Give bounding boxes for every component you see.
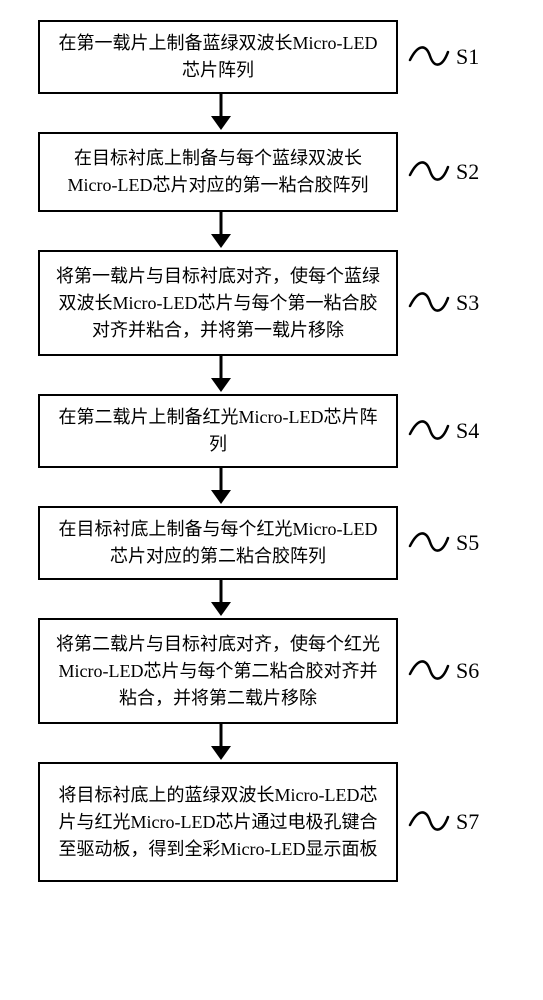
arrow-down-wrap — [0, 356, 543, 394]
step-box: 在第一载片上制备蓝绿双波长Micro-LED芯片阵列 — [38, 20, 398, 94]
step-box: 在目标衬底上制备与每个蓝绿双波长Micro-LED芯片对应的第一粘合胶阵列 — [38, 132, 398, 212]
arrow-down-icon — [209, 356, 233, 394]
step-label: S2 — [456, 159, 479, 185]
step-connector — [408, 526, 450, 561]
arrow-down-icon — [209, 580, 233, 618]
step-label: S3 — [456, 290, 479, 316]
step-connector — [408, 654, 450, 689]
arrow-down-icon — [209, 94, 233, 132]
step-box: 在第二载片上制备红光Micro-LED芯片阵列 — [38, 394, 398, 468]
arrow-down-icon — [209, 724, 233, 762]
step-connector — [408, 155, 450, 190]
tilde-connector — [408, 654, 450, 684]
step-connector — [408, 286, 450, 321]
step-box: 将目标衬底上的蓝绿双波长Micro-LED芯片与红光Micro-LED芯片通过电… — [38, 762, 398, 882]
arrow-down-wrap — [0, 724, 543, 762]
step-row: 在目标衬底上制备与每个红光Micro-LED芯片对应的第二粘合胶阵列 S5 — [0, 506, 543, 580]
step-box: 将第二载片与目标衬底对齐，使每个红光Micro-LED芯片与每个第二粘合胶对齐并… — [38, 618, 398, 724]
step-row: 在目标衬底上制备与每个蓝绿双波长Micro-LED芯片对应的第一粘合胶阵列 S2 — [0, 132, 543, 212]
step-label: S6 — [456, 658, 479, 684]
tilde-connector — [408, 286, 450, 316]
step-label: S4 — [456, 418, 479, 444]
flowchart-container: 在第一载片上制备蓝绿双波长Micro-LED芯片阵列 S1 在目标衬底上制备与每个蓝… — [0, 20, 543, 882]
step-row: 在第一载片上制备蓝绿双波长Micro-LED芯片阵列 S1 — [0, 20, 543, 94]
step-connector — [408, 805, 450, 840]
step-row: 在第二载片上制备红光Micro-LED芯片阵列 S4 — [0, 394, 543, 468]
tilde-connector — [408, 40, 450, 70]
step-connector — [408, 414, 450, 449]
tilde-connector — [408, 155, 450, 185]
arrow-down-wrap — [0, 468, 543, 506]
tilde-connector — [408, 414, 450, 444]
step-row: 将目标衬底上的蓝绿双波长Micro-LED芯片与红光Micro-LED芯片通过电… — [0, 762, 543, 882]
step-label: S7 — [456, 809, 479, 835]
arrow-down-wrap — [0, 94, 543, 132]
step-row: 将第一载片与目标衬底对齐，使每个蓝绿双波长Micro-LED芯片与每个第一粘合胶… — [0, 250, 543, 356]
arrow-down-wrap — [0, 212, 543, 250]
step-label: S1 — [456, 44, 479, 70]
step-connector — [408, 40, 450, 75]
step-box: 将第一载片与目标衬底对齐，使每个蓝绿双波长Micro-LED芯片与每个第一粘合胶… — [38, 250, 398, 356]
tilde-connector — [408, 526, 450, 556]
tilde-connector — [408, 805, 450, 835]
arrow-down-icon — [209, 212, 233, 250]
step-box: 在目标衬底上制备与每个红光Micro-LED芯片对应的第二粘合胶阵列 — [38, 506, 398, 580]
arrow-down-wrap — [0, 580, 543, 618]
step-row: 将第二载片与目标衬底对齐，使每个红光Micro-LED芯片与每个第二粘合胶对齐并… — [0, 618, 543, 724]
step-label: S5 — [456, 530, 479, 556]
arrow-down-icon — [209, 468, 233, 506]
